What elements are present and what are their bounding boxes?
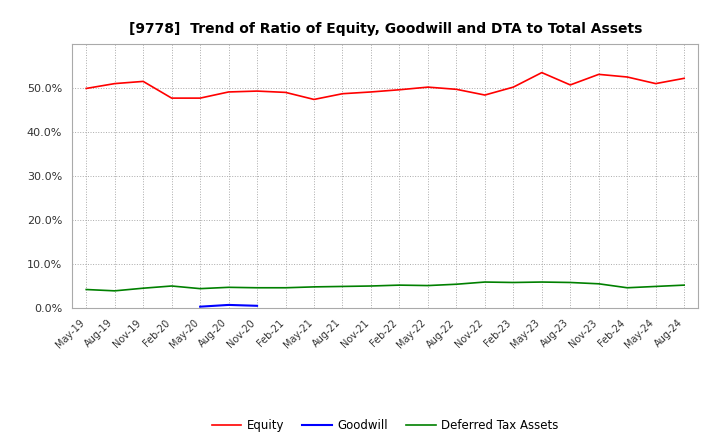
Equity [566, 82, 575, 88]
Deferred Tax Assets [566, 280, 575, 285]
Equity [167, 95, 176, 101]
Deferred Tax Assets [452, 282, 461, 287]
Equity [225, 89, 233, 95]
Deferred Tax Assets [480, 279, 489, 285]
Equity [338, 91, 347, 96]
Equity [623, 74, 631, 80]
Equity [537, 70, 546, 75]
Equity [196, 95, 204, 101]
Deferred Tax Assets [282, 285, 290, 290]
Equity [652, 81, 660, 86]
Deferred Tax Assets [139, 286, 148, 291]
Deferred Tax Assets [110, 288, 119, 293]
Deferred Tax Assets [338, 284, 347, 289]
Deferred Tax Assets [537, 279, 546, 285]
Deferred Tax Assets [595, 281, 603, 286]
Deferred Tax Assets [623, 285, 631, 290]
Line: Deferred Tax Assets: Deferred Tax Assets [86, 282, 684, 291]
Equity [452, 87, 461, 92]
Equity [82, 86, 91, 91]
Equity [395, 87, 404, 92]
Deferred Tax Assets [310, 284, 318, 290]
Equity [310, 97, 318, 102]
Equity [366, 89, 375, 95]
Deferred Tax Assets [509, 280, 518, 285]
Legend: Equity, Goodwill, Deferred Tax Assets: Equity, Goodwill, Deferred Tax Assets [207, 414, 564, 436]
Equity [253, 88, 261, 94]
Equity [480, 92, 489, 98]
Equity [680, 76, 688, 81]
Equity [139, 79, 148, 84]
Deferred Tax Assets [395, 282, 404, 288]
Deferred Tax Assets [652, 284, 660, 289]
Line: Goodwill: Goodwill [200, 305, 257, 307]
Deferred Tax Assets [196, 286, 204, 291]
Deferred Tax Assets [225, 285, 233, 290]
Title: [9778]  Trend of Ratio of Equity, Goodwill and DTA to Total Assets: [9778] Trend of Ratio of Equity, Goodwil… [128, 22, 642, 36]
Deferred Tax Assets [167, 283, 176, 289]
Equity [282, 90, 290, 95]
Deferred Tax Assets [253, 285, 261, 290]
Deferred Tax Assets [82, 287, 91, 292]
Goodwill [253, 303, 261, 308]
Equity [423, 84, 432, 90]
Equity [595, 72, 603, 77]
Goodwill [225, 302, 233, 308]
Deferred Tax Assets [680, 282, 688, 288]
Line: Equity: Equity [86, 73, 684, 99]
Equity [509, 84, 518, 90]
Deferred Tax Assets [366, 283, 375, 289]
Deferred Tax Assets [423, 283, 432, 288]
Equity [110, 81, 119, 86]
Goodwill [196, 304, 204, 309]
